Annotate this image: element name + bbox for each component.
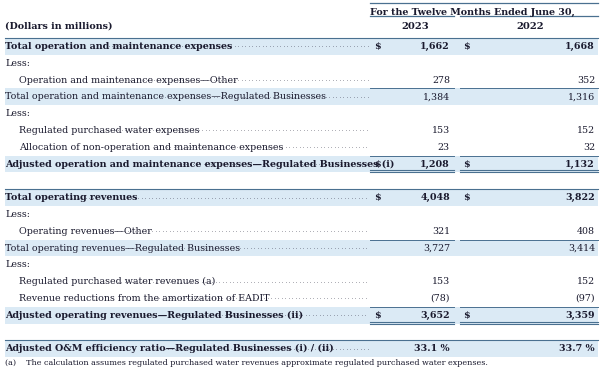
Text: For the Twelve Months Ended June 30,: For the Twelve Months Ended June 30,	[370, 8, 575, 17]
Bar	[5, 139, 598, 156]
Text: Regulated purchased water revenues (a): Regulated purchased water revenues (a)	[19, 277, 216, 286]
Text: 278: 278	[432, 75, 450, 84]
Bar	[5, 223, 598, 240]
Text: Total operating revenues: Total operating revenues	[5, 193, 138, 202]
Text: 3,359: 3,359	[565, 311, 595, 320]
Text: 3,727: 3,727	[423, 244, 450, 252]
Text: 1,316: 1,316	[568, 92, 595, 101]
Text: (Dollars in millions): (Dollars in millions)	[5, 22, 112, 31]
Text: 1,668: 1,668	[565, 42, 595, 51]
Text: Total operating revenues—Regulated Businesses: Total operating revenues—Regulated Busin…	[5, 244, 240, 252]
Bar	[5, 240, 598, 256]
Text: (a)    The calculation assumes regulated purchased water revenues approximate re: (a) The calculation assumes regulated pu…	[5, 359, 488, 367]
Bar	[5, 256, 598, 273]
Text: Less:: Less:	[5, 260, 30, 269]
Text: 32: 32	[583, 143, 595, 152]
Text: 3,822: 3,822	[565, 193, 595, 202]
Text: Less:: Less:	[5, 59, 30, 68]
Text: $: $	[374, 311, 381, 320]
Bar	[5, 38, 598, 55]
Text: Adjusted operating revenues—Regulated Businesses (ii): Adjusted operating revenues—Regulated Bu…	[5, 311, 303, 320]
Text: 2023: 2023	[401, 22, 429, 31]
Text: $: $	[463, 311, 470, 320]
Bar	[5, 105, 598, 122]
Text: 152: 152	[577, 126, 595, 135]
Bar	[5, 172, 598, 189]
Text: 1,384: 1,384	[423, 92, 450, 101]
Bar	[5, 273, 598, 290]
Text: Operation and maintenance expenses—Other: Operation and maintenance expenses—Other	[19, 75, 237, 84]
Text: Adjusted operation and maintenance expenses—Regulated Businesses (i): Adjusted operation and maintenance expen…	[5, 159, 394, 168]
Text: $: $	[463, 159, 470, 168]
Text: Adjusted O&M efficiency ratio—Regulated Businesses (i) / (ii): Adjusted O&M efficiency ratio—Regulated …	[5, 344, 334, 353]
Text: (97): (97)	[576, 294, 595, 303]
Bar	[5, 189, 598, 206]
Text: 352: 352	[577, 75, 595, 84]
Bar	[5, 156, 598, 172]
Text: Less:: Less:	[5, 210, 30, 219]
Text: 3,652: 3,652	[420, 311, 450, 320]
Text: 1,662: 1,662	[420, 42, 450, 51]
Text: 3,414: 3,414	[568, 244, 595, 252]
Text: Revenue reductions from the amortization of EADIT: Revenue reductions from the amortization…	[19, 294, 269, 303]
Text: Allocation of non-operation and maintenance expenses: Allocation of non-operation and maintena…	[19, 143, 283, 152]
Text: 33.1 %: 33.1 %	[414, 344, 450, 353]
Text: 408: 408	[577, 227, 595, 236]
Text: Regulated purchased water expenses: Regulated purchased water expenses	[19, 126, 200, 135]
Text: 33.7 %: 33.7 %	[559, 344, 595, 353]
Bar	[5, 206, 598, 223]
Bar	[5, 324, 598, 340]
Bar	[5, 72, 598, 88]
Bar	[5, 290, 598, 307]
Text: Less:: Less:	[5, 109, 30, 118]
Bar	[5, 88, 598, 105]
Text: $: $	[463, 193, 470, 202]
Text: $: $	[374, 42, 381, 51]
Text: (78): (78)	[431, 294, 450, 303]
Text: 4,048: 4,048	[420, 193, 450, 202]
Text: 152: 152	[577, 277, 595, 286]
Text: Operating revenues—Other: Operating revenues—Other	[19, 227, 152, 236]
Text: 153: 153	[432, 126, 450, 135]
Bar	[5, 122, 598, 139]
Text: 1,132: 1,132	[565, 159, 595, 168]
Text: 1,208: 1,208	[420, 159, 450, 168]
Text: 153: 153	[432, 277, 450, 286]
Bar	[5, 307, 598, 324]
Text: $: $	[463, 42, 470, 51]
Text: $: $	[374, 193, 381, 202]
Text: 23: 23	[438, 143, 450, 152]
Text: $: $	[374, 159, 381, 168]
Text: 2022: 2022	[516, 22, 544, 31]
Text: 321: 321	[432, 227, 450, 236]
Bar	[5, 55, 598, 72]
Bar	[5, 340, 598, 357]
Text: Total operation and maintenance expenses—Regulated Businesses: Total operation and maintenance expenses…	[5, 92, 326, 101]
Text: Total operation and maintenance expenses: Total operation and maintenance expenses	[5, 42, 233, 51]
